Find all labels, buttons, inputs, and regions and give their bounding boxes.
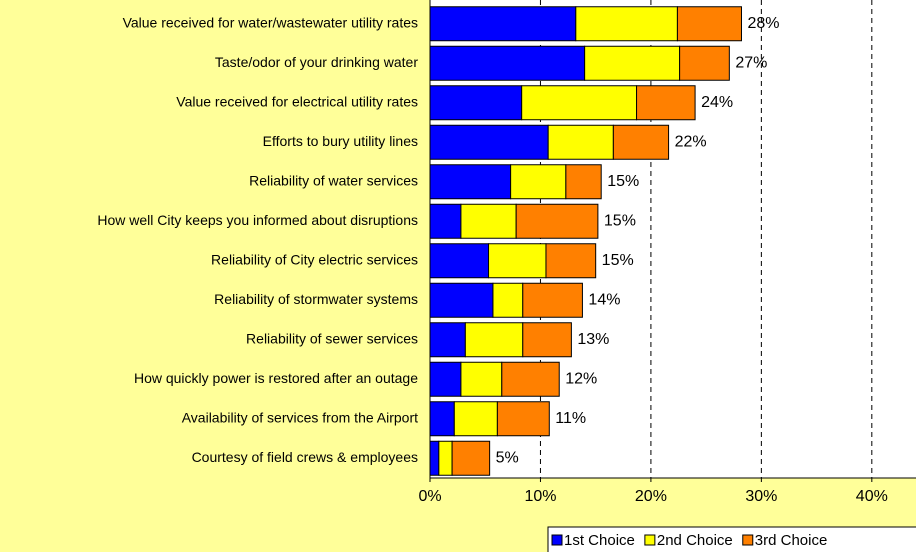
legend-swatch — [644, 534, 656, 546]
total-label: 12% — [565, 370, 597, 387]
legend-swatch — [551, 534, 563, 546]
total-label: 14% — [588, 291, 620, 308]
bar-segment — [547, 124, 614, 160]
bar-segment — [636, 85, 696, 121]
total-label: 24% — [701, 94, 733, 111]
bar-segment — [492, 282, 524, 318]
legend-box — [547, 526, 916, 552]
total-label: 15% — [604, 212, 636, 229]
total-label: 27% — [735, 54, 767, 71]
bar-segment — [429, 124, 549, 160]
bar-segment — [515, 203, 599, 239]
bar-segment — [429, 361, 462, 397]
bar-segment — [510, 164, 567, 200]
bar-segment — [545, 243, 597, 279]
category-label: Availability of services from the Airpor… — [182, 409, 418, 425]
bar-segment — [429, 164, 512, 200]
bar-segment — [429, 6, 577, 42]
bar-segment — [429, 440, 440, 476]
bar-segment — [429, 401, 455, 437]
x-tick-label: 10% — [524, 488, 556, 505]
bar-segment — [679, 45, 730, 81]
bar-segment — [565, 164, 602, 200]
bar-segment — [451, 440, 491, 476]
category-label: Value received for water/wastewater util… — [123, 14, 418, 30]
bar-segment — [453, 401, 498, 437]
bar-segment — [521, 85, 638, 121]
bar-segment — [575, 6, 678, 42]
bar-segment — [522, 282, 583, 318]
x-tick-label: 40% — [856, 488, 888, 505]
category-label: Courtesy of field crews & employees — [192, 449, 418, 465]
total-label: 28% — [747, 15, 779, 32]
category-label: Reliability of water services — [249, 172, 418, 188]
category-label: Efforts to bury utility lines — [263, 133, 418, 149]
bar-segment — [429, 282, 494, 318]
x-tick-label: 0% — [418, 488, 441, 505]
legend-swatch — [742, 534, 754, 546]
bar-segment — [676, 6, 742, 42]
bar-segment — [522, 322, 572, 358]
category-label: Reliability of City electric services — [211, 251, 418, 267]
bar-segment — [464, 322, 524, 358]
bar-segment — [460, 361, 503, 397]
bar-segment — [438, 440, 453, 476]
bar-segment — [501, 361, 560, 397]
bar-segment — [496, 401, 550, 437]
bar-segment — [488, 243, 547, 279]
bar-segment — [429, 203, 462, 239]
total-label: 11% — [555, 410, 586, 427]
legend-label: 1st Choice — [564, 532, 635, 549]
bar-segment — [429, 243, 490, 279]
x-tick-label: 20% — [635, 488, 667, 505]
total-label: 22% — [675, 133, 707, 150]
total-label: 13% — [577, 331, 609, 348]
total-label: 15% — [602, 252, 634, 269]
bar-segment — [429, 322, 466, 358]
bar-segment — [584, 45, 681, 81]
category-label: Reliability of sewer services — [246, 330, 418, 346]
category-label: Taste/odor of your drinking water — [215, 54, 418, 70]
legend-label: 3rd Choice — [755, 532, 828, 549]
total-label: 15% — [607, 173, 639, 190]
total-label: 5% — [496, 449, 519, 466]
bar-segment — [612, 124, 670, 160]
category-label: How quickly power is restored after an o… — [134, 370, 418, 386]
bar-segment — [460, 203, 517, 239]
category-label: Reliability of stormwater systems — [214, 291, 418, 307]
category-label: How well City keeps you informed about d… — [97, 212, 418, 228]
category-label: Value received for electrical utility ra… — [176, 93, 418, 109]
x-tick-label: 30% — [745, 488, 777, 505]
bar-segment — [429, 85, 523, 121]
bar-segment — [429, 45, 586, 81]
legend-label: 2nd Choice — [657, 532, 733, 549]
